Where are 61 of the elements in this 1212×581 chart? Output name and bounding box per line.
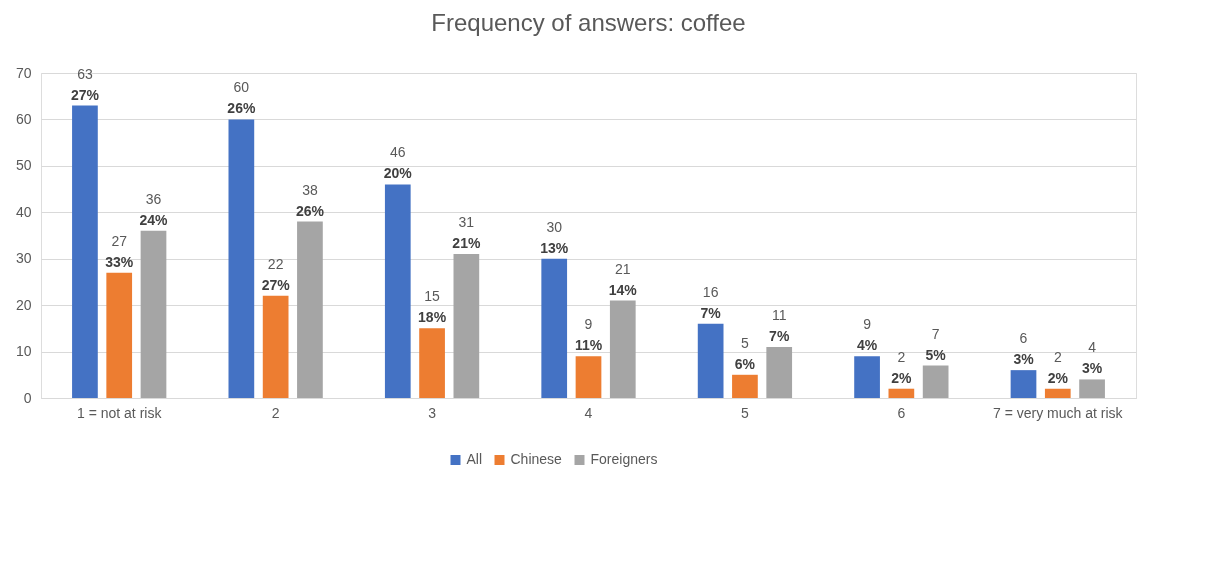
text: 5 6%	[734, 334, 756, 372]
text: 16 7%	[700, 283, 721, 321]
bar	[72, 105, 98, 398]
bar	[228, 119, 255, 398]
x-tick-label: 1 = not at risk	[77, 404, 163, 421]
bar	[766, 346, 793, 398]
bar	[106, 272, 133, 398]
text: 4 3%	[1081, 339, 1103, 377]
x-tick-label: 3	[428, 404, 437, 421]
bar	[1010, 370, 1037, 398]
text: 7 5%	[925, 325, 946, 363]
text: 6 3%	[1013, 330, 1034, 368]
x-tick-label: 6	[897, 404, 906, 421]
bar	[419, 328, 445, 398]
bar	[888, 388, 915, 398]
legend-label: All	[466, 451, 483, 467]
text: 15 18%	[418, 288, 447, 326]
text: 63 27%	[70, 65, 99, 103]
text: 2 2%	[1047, 348, 1068, 386]
bar	[609, 300, 636, 398]
chart-title: Frequency of answers: coffee	[431, 9, 746, 36]
x-tick-label: 4	[584, 404, 593, 421]
text: 2 2%	[891, 348, 912, 386]
y-tick-label: 70	[15, 64, 32, 81]
text: 27 33%	[105, 232, 134, 270]
bar	[1044, 388, 1071, 398]
x-tick-label: 5	[741, 404, 750, 421]
bar	[922, 365, 949, 398]
bar	[541, 258, 568, 398]
y-tick-label: 0	[23, 389, 32, 406]
text: 36 24%	[139, 190, 168, 228]
text: 11 7%	[769, 306, 790, 344]
bar	[732, 374, 758, 398]
y-tick-label: 60	[15, 110, 32, 127]
text: 60 26%	[227, 79, 256, 117]
legend-label: Foreigners	[590, 451, 658, 467]
text: 21 14%	[608, 260, 637, 298]
bar	[575, 356, 602, 398]
y-tick-label: 40	[15, 203, 32, 220]
bar	[297, 221, 323, 398]
text: 30 13%	[540, 218, 569, 256]
x-tick-label: 7 = very much at risk	[993, 404, 1124, 421]
text: 46 20%	[383, 144, 412, 182]
x-tick-label: 2	[271, 404, 280, 421]
y-tick-label: 50	[15, 157, 32, 174]
legend-label: Chinese	[510, 451, 563, 467]
bar	[140, 230, 167, 398]
bar	[384, 184, 411, 398]
text: 9 4%	[856, 316, 878, 354]
bar	[697, 323, 724, 398]
bar	[262, 295, 289, 398]
text: 9 11%	[574, 316, 603, 354]
y-tick-label: 10	[15, 343, 32, 360]
bar	[1079, 379, 1105, 398]
text: 38 26%	[295, 181, 324, 219]
y-tick-label: 20	[15, 296, 32, 313]
text: 22 27%	[261, 255, 290, 293]
bar	[854, 356, 880, 398]
bar	[453, 254, 480, 398]
y-tick-label: 30	[15, 250, 32, 267]
text: 31 21%	[452, 214, 481, 252]
